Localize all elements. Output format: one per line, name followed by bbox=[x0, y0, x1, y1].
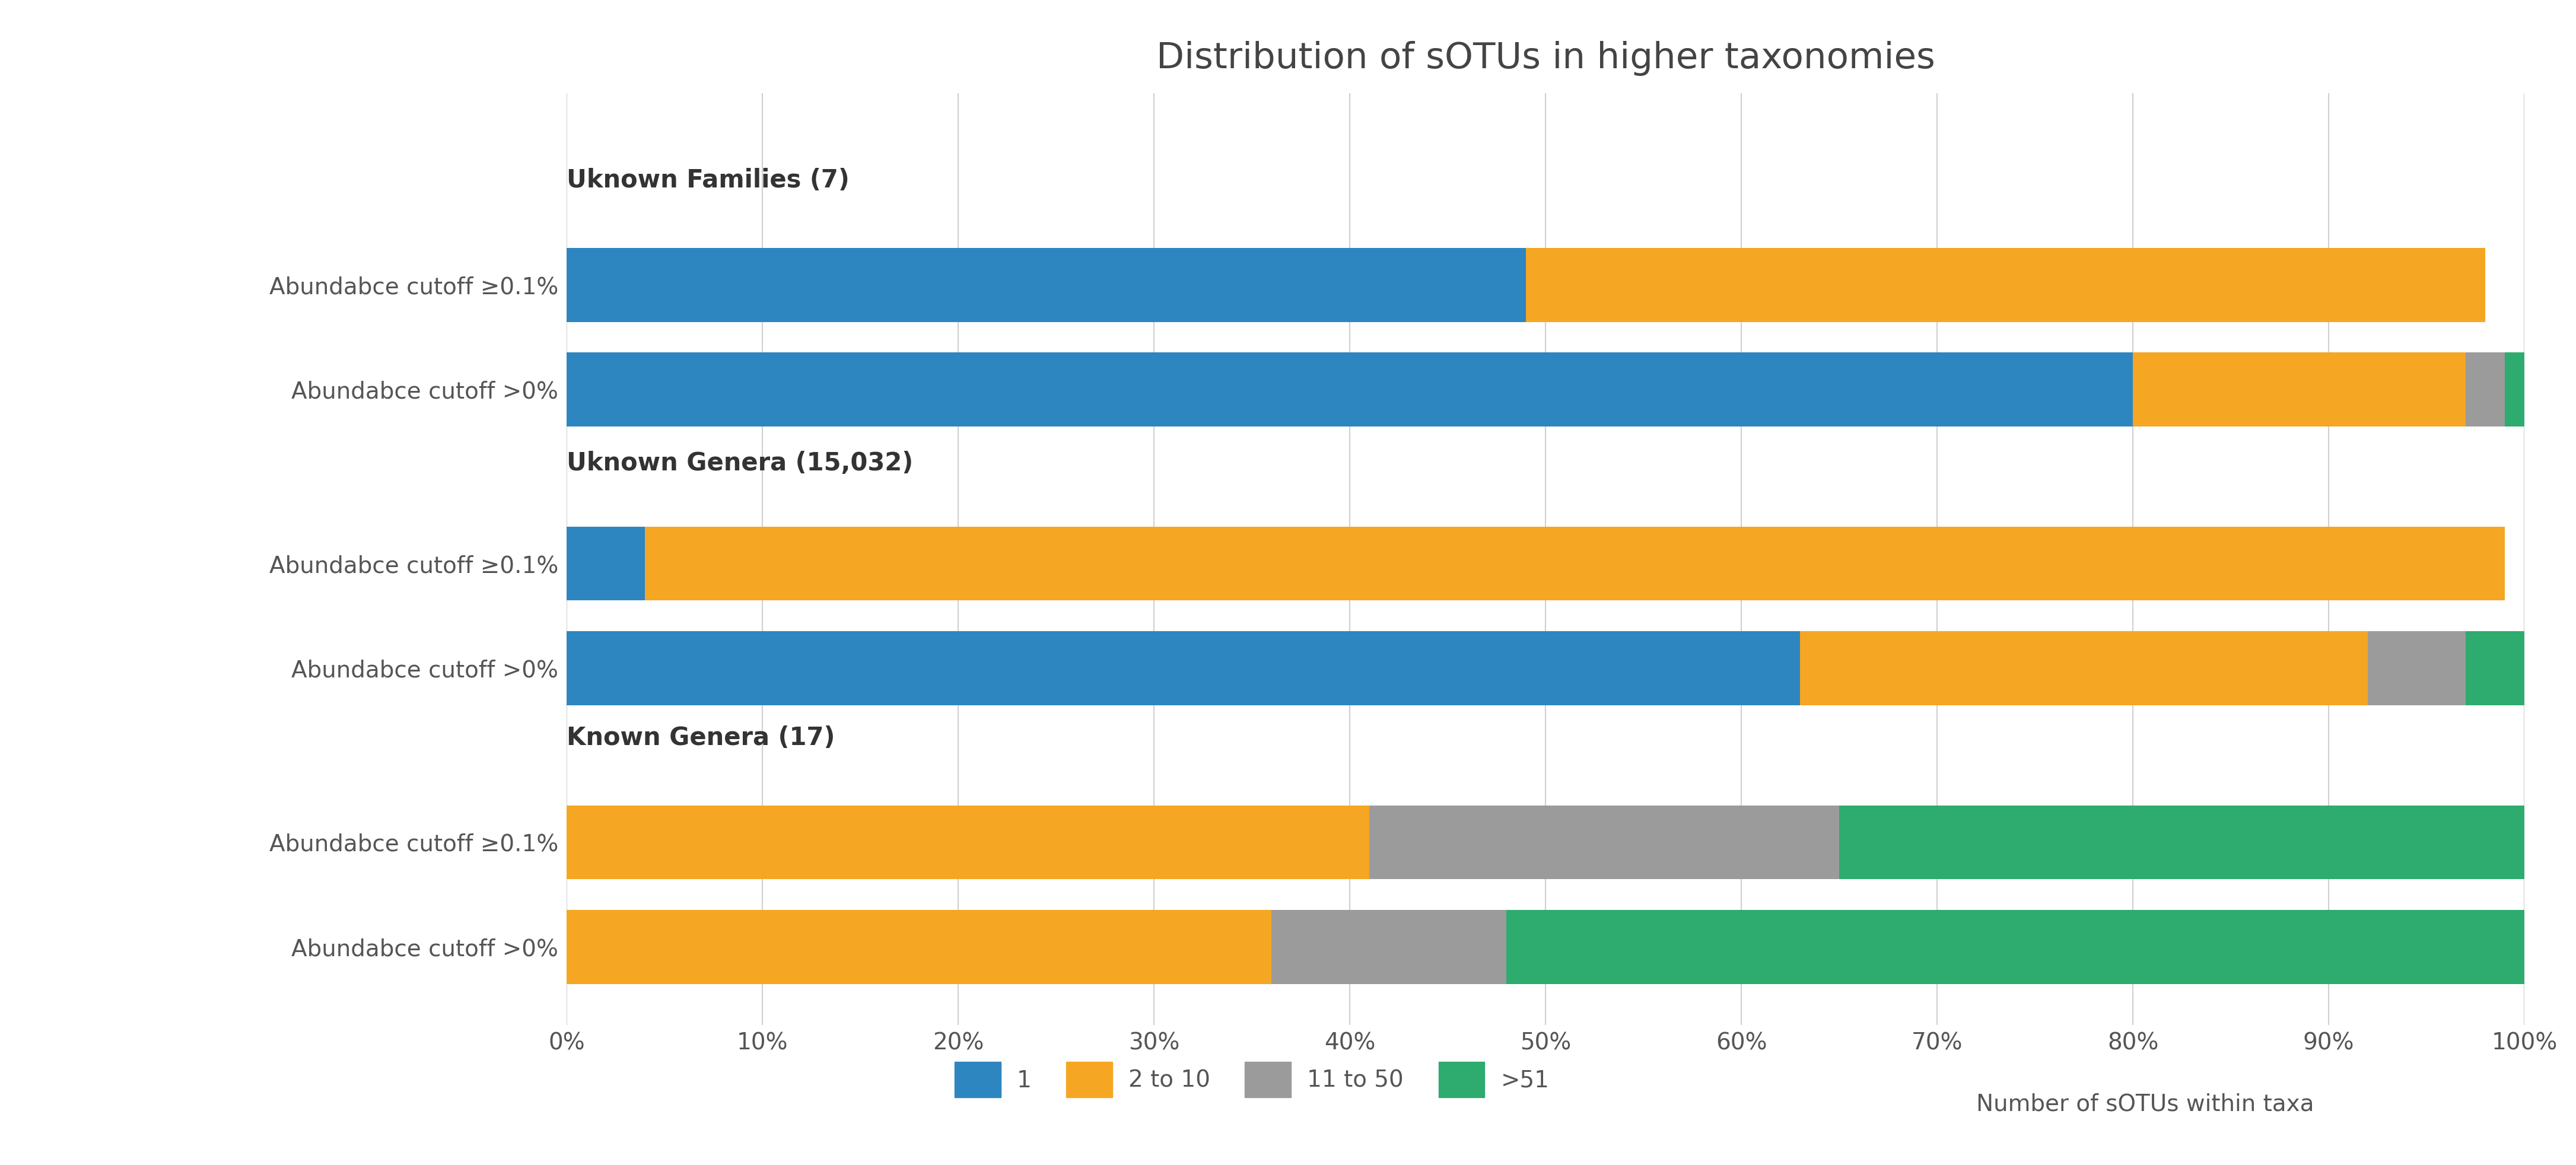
Title: Distribution of sOTUs in higher taxonomies: Distribution of sOTUs in higher taxonomi… bbox=[1157, 41, 1935, 76]
Text: Number of sOTUs within taxa: Number of sOTUs within taxa bbox=[1976, 1093, 2313, 1116]
Bar bbox=[567, 910, 1273, 983]
Bar bbox=[567, 805, 1370, 880]
Bar bbox=[1801, 631, 2367, 705]
Bar bbox=[1273, 910, 1507, 983]
Bar bbox=[2465, 631, 2524, 705]
Bar bbox=[2465, 352, 2504, 426]
Bar bbox=[567, 631, 1801, 705]
Bar bbox=[644, 527, 2504, 601]
Bar bbox=[1507, 910, 2524, 983]
Bar bbox=[2504, 352, 2524, 426]
Text: Uknown Families (7): Uknown Families (7) bbox=[567, 168, 850, 192]
Text: Known Genera (17): Known Genera (17) bbox=[567, 726, 835, 750]
Bar bbox=[2133, 352, 2465, 426]
Bar bbox=[567, 527, 644, 601]
Bar bbox=[567, 248, 1525, 322]
Bar bbox=[567, 352, 2133, 426]
Bar bbox=[2367, 631, 2465, 705]
Bar bbox=[1525, 248, 2486, 322]
Bar bbox=[1370, 805, 1839, 880]
Text: Uknown Genera (15,032): Uknown Genera (15,032) bbox=[567, 451, 914, 475]
Legend: 1, 2 to 10, 11 to 50, >51: 1, 2 to 10, 11 to 50, >51 bbox=[945, 1053, 1558, 1107]
Bar bbox=[1839, 805, 2524, 880]
